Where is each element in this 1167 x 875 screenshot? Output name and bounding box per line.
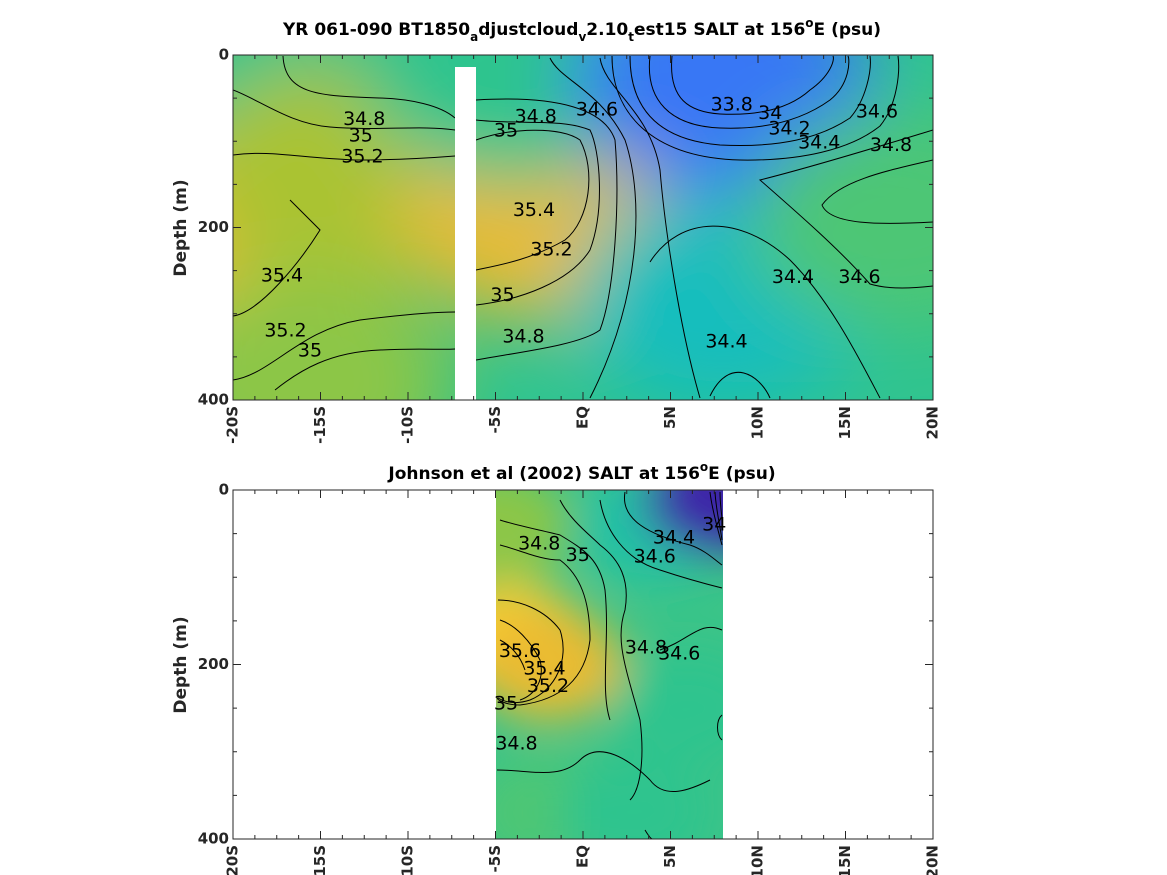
panel-bottom-x-ticks: -20S -15S -10S -5S EQ 5N 10N 15N 20N bbox=[224, 490, 942, 875]
contour-label-4: 34.8 bbox=[515, 106, 557, 128]
contour-label-20: 34.6 bbox=[838, 266, 880, 288]
y-tick-label-0: 0 bbox=[219, 481, 229, 499]
contour-label-0: 34.8 bbox=[343, 108, 385, 130]
panel-bottom: Johnson et al (2002) SALT at 156oE (psu) bbox=[171, 460, 942, 875]
panel-bottom-y-axis-label: Depth (m) bbox=[171, 616, 191, 713]
contour-label-8: 35 bbox=[490, 284, 514, 306]
contour-label-11: 35.2 bbox=[264, 320, 306, 342]
x-tick-label-2: -10S bbox=[399, 406, 417, 444]
contour-label-2: 35.2 bbox=[341, 145, 383, 167]
panel-top-color-field bbox=[233, 55, 933, 400]
contour-label-5: 35.6 bbox=[499, 640, 541, 662]
y-tick-label-1: 200 bbox=[198, 218, 229, 236]
x-tick-label-6: 10N bbox=[749, 406, 767, 439]
contour-label-9: 34.8 bbox=[502, 326, 544, 348]
x-tick-label-2: -10S bbox=[399, 845, 417, 875]
panel-bottom-y-ticks: 0 200 400 bbox=[198, 481, 933, 848]
y-tick-label-1: 200 bbox=[198, 655, 229, 673]
contour-label-1: 35 bbox=[349, 125, 373, 147]
x-tick-label-7: 15N bbox=[836, 406, 854, 439]
field-blob-0 bbox=[496, 490, 571, 582]
x-tick-label-8: 20N bbox=[924, 845, 942, 875]
x-tick-label-8: 20N bbox=[924, 406, 942, 439]
contour-label-16: 34.4 bbox=[798, 131, 840, 153]
x-tick-label-5: 5N bbox=[661, 406, 679, 429]
contour-label-17: 34.6 bbox=[856, 100, 898, 122]
contour-label-7: 35.2 bbox=[527, 675, 569, 697]
y-tick-label-2: 400 bbox=[198, 391, 229, 409]
panel-top: YR 061-090 BT1850adjustcloudv2.10test15 … bbox=[171, 16, 942, 444]
contour-label-0: 34 bbox=[702, 513, 726, 535]
field-blob-2 bbox=[496, 608, 623, 721]
x-tick-label-4: EQ bbox=[574, 845, 592, 868]
contour-label-14: 34 bbox=[758, 102, 782, 124]
contour-label-5: 34.6 bbox=[576, 99, 618, 121]
contour-label-18: 34.8 bbox=[870, 134, 912, 156]
missing-data-band bbox=[455, 67, 476, 400]
panel-top-title: YR 061-090 BT1850adjustcloudv2.10test15 … bbox=[282, 16, 881, 44]
panel-bottom-contour-lines bbox=[496, 491, 723, 839]
contour-label-21: 34.4 bbox=[705, 331, 747, 353]
contour-label-11: 34.8 bbox=[495, 732, 537, 754]
field-blob-4 bbox=[644, 490, 723, 555]
panel-top-x-ticks: -20S -15S -10S -5S EQ 5N 10N 15N 20N bbox=[224, 55, 942, 444]
panel-bottom-title: Johnson et al (2002) SALT at 156oE (psu) bbox=[387, 460, 775, 484]
x-tick-label-5: 5N bbox=[661, 845, 679, 868]
contour-label-13: 33.8 bbox=[711, 94, 753, 116]
y-tick-label-2: 400 bbox=[198, 830, 229, 848]
x-tick-label-3: -5S bbox=[486, 845, 504, 872]
contour-label-7: 35.2 bbox=[530, 238, 572, 260]
contour-label-8: 35 bbox=[494, 692, 518, 714]
panel-top-y-ticks: 0 200 400 bbox=[198, 46, 933, 409]
contour-label-9: 34.8 bbox=[625, 636, 667, 658]
panel-top-contour-lines bbox=[233, 55, 933, 399]
x-tick-label-6: 10N bbox=[749, 845, 767, 875]
x-tick-label-1: -15S bbox=[311, 406, 329, 444]
contour-label-3: 35 bbox=[494, 119, 518, 141]
x-tick-label-0: -20S bbox=[224, 406, 242, 444]
contour-label-2: 34.8 bbox=[518, 533, 560, 555]
x-tick-label-4: EQ bbox=[574, 406, 592, 429]
x-tick-label-3: -5S bbox=[486, 406, 504, 433]
contour-label-4: 34.6 bbox=[634, 546, 676, 568]
x-tick-label-7: 15N bbox=[836, 845, 854, 875]
x-tick-label-0: -20S bbox=[224, 845, 242, 875]
field-blob-5 bbox=[613, 651, 723, 765]
contour-label-15: 34.2 bbox=[768, 118, 810, 140]
panel-top-y-axis-label: Depth (m) bbox=[171, 179, 191, 276]
contour-label-6: 35.4 bbox=[513, 199, 555, 221]
field-blob-8 bbox=[748, 106, 933, 332]
contour-label-19: 34.4 bbox=[772, 266, 814, 288]
field-blob-3 bbox=[233, 270, 453, 400]
contour-label-6: 35.4 bbox=[523, 657, 565, 679]
contour-label-1: 34.4 bbox=[653, 526, 695, 548]
contour-label-3: 35 bbox=[566, 544, 590, 566]
contour-label-12: 35 bbox=[298, 339, 322, 361]
contour-label-10: 34.6 bbox=[658, 643, 700, 665]
y-tick-label-0: 0 bbox=[219, 46, 229, 64]
x-tick-label-1: -15S bbox=[311, 845, 329, 875]
contour-label-10: 35.4 bbox=[261, 264, 303, 286]
field-blob-7 bbox=[560, 756, 711, 839]
